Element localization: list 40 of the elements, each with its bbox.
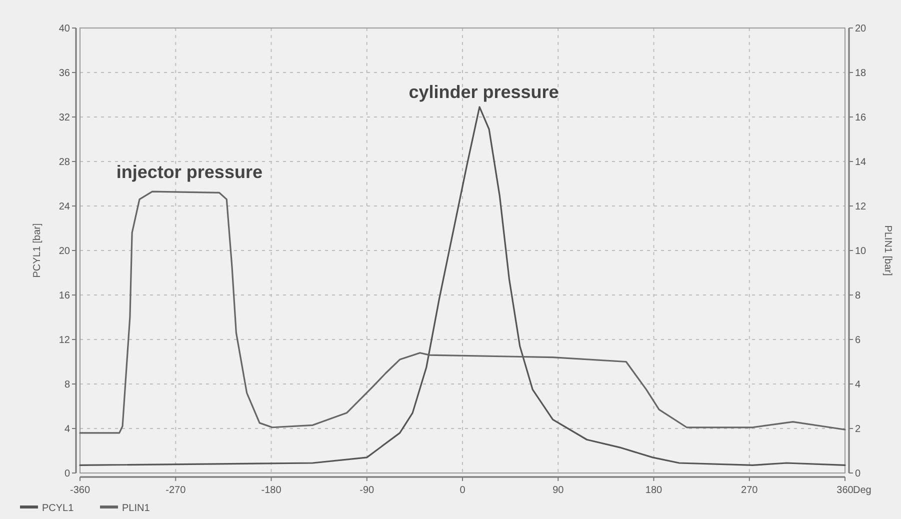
y-tick-label: 8 — [64, 380, 70, 390]
y2-tick-label: 0 — [855, 468, 861, 480]
x-tick-label: 360 — [836, 485, 854, 496]
y-tick-label: 36 — [58, 68, 70, 79]
y-tick-label: 40 — [58, 24, 70, 34]
y2-tick-label: 8 — [855, 290, 861, 302]
y2-tick-label: 18 — [855, 68, 867, 79]
legend-label: PCYL1 — [42, 503, 74, 514]
annotation: cylinder pressure — [408, 82, 559, 102]
line-series — [79, 190, 846, 434]
y2-tick-label: 2 — [855, 424, 861, 435]
y2-tick-label: 20 — [855, 24, 867, 34]
y-tick-label: 0 — [64, 468, 70, 480]
y2-tick-label: 10 — [855, 246, 867, 257]
y2-axis-title: PLIN1 [bar] — [882, 225, 893, 276]
y-tick-label: 16 — [58, 290, 70, 302]
x-tick-label: 180 — [645, 485, 663, 496]
y2-tick-label: 6 — [855, 335, 861, 346]
y2-tick-label: 16 — [855, 112, 867, 124]
y2-tick-label: 4 — [855, 380, 861, 390]
y-tick-label: 4 — [64, 424, 70, 435]
x-tick-label: -360 — [70, 485, 90, 496]
y-tick-label: 32 — [58, 112, 70, 124]
y-tick-label: 24 — [58, 202, 70, 212]
x-tick-label: -270 — [166, 485, 186, 496]
y-tick-label: 28 — [58, 157, 70, 168]
x-tick-label: 90 — [552, 485, 564, 496]
x-tick-label: -90 — [360, 485, 375, 496]
y2-tick-label: 12 — [855, 202, 867, 212]
y-tick-label: 20 — [58, 246, 70, 257]
line-series — [79, 106, 846, 466]
legend-label: PLIN1 — [122, 503, 150, 514]
x-tick-label: 0 — [460, 485, 466, 496]
annotation: injector pressure — [116, 162, 262, 182]
x-axis-title: Deg — [853, 485, 872, 496]
y-tick-label: 12 — [58, 335, 70, 346]
x-tick-label: 270 — [741, 485, 758, 496]
x-tick-label: -180 — [261, 485, 282, 496]
y2-tick-label: 14 — [855, 157, 867, 168]
y-axis-title: PCYL1 [bar] — [32, 223, 43, 278]
